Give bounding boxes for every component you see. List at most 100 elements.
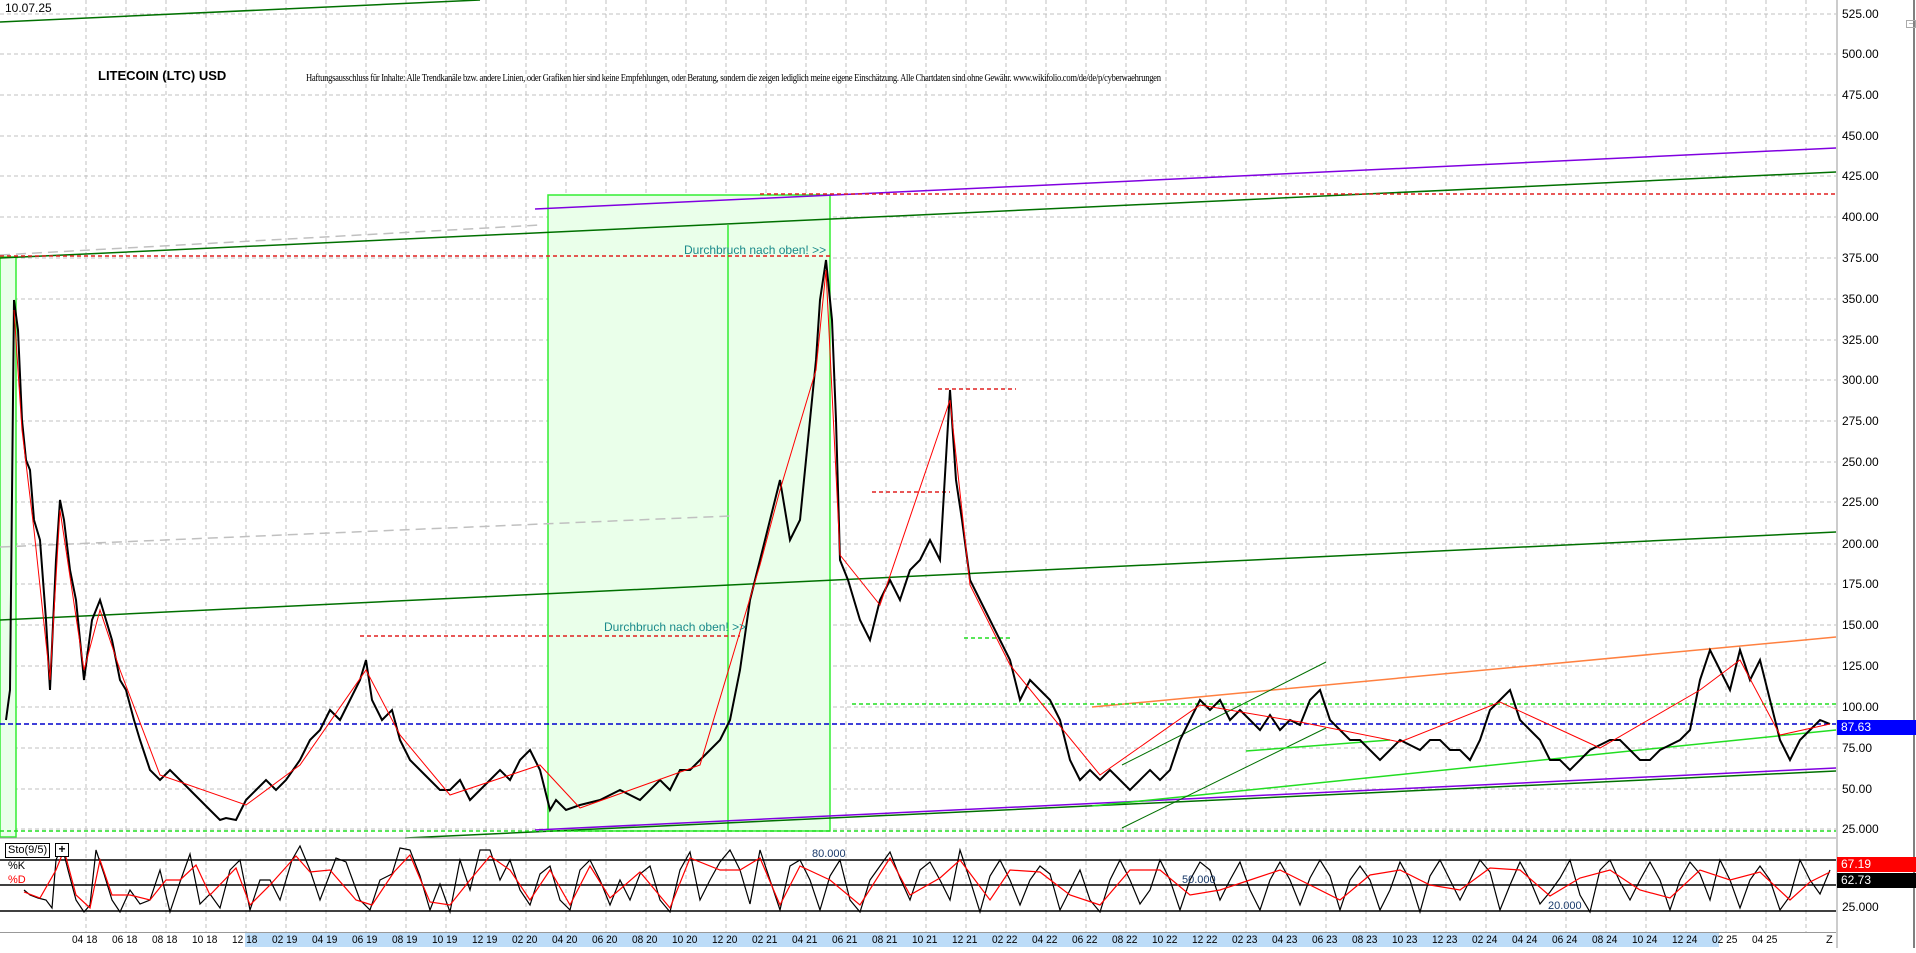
- time-tick: 08 19: [392, 934, 418, 946]
- time-tick: 04 19: [312, 934, 338, 946]
- time-tick: 08 24: [1592, 934, 1618, 946]
- sto-level-50-label: 50.000: [1182, 874, 1216, 886]
- price-tick: 300.00: [1842, 373, 1879, 387]
- trendline-lower-green: [0, 531, 1837, 621]
- time-tick: 10 21: [912, 934, 938, 946]
- time-axis-selection[interactable]: [245, 933, 1719, 947]
- price-tick: 425.00: [1842, 169, 1879, 183]
- price-tick: 175.00: [1842, 577, 1879, 591]
- trendline-lightgreen-support: [1091, 729, 1837, 807]
- time-tick: 08 21: [872, 934, 898, 946]
- time-tick: 10 23: [1392, 934, 1418, 946]
- time-tick: 12 19: [472, 934, 498, 946]
- price-series: [5, 259, 1831, 822]
- channel-upper-2023: [1121, 661, 1327, 766]
- time-tick: 06 23: [1312, 934, 1338, 946]
- disclaimer-text: Haftungsausschluss für Inhalte: Alle Tre…: [306, 73, 1161, 84]
- sto-level-80-label: 80.000: [812, 848, 846, 860]
- time-tick: 04 20: [552, 934, 578, 946]
- stochastic-indicator-label[interactable]: Sto(9/5): [5, 843, 51, 858]
- time-tick: 04 18: [72, 934, 98, 946]
- collapse-pane-icon[interactable]: −: [1906, 20, 1916, 28]
- time-tick: 02 21: [752, 934, 778, 946]
- sto-d-value-badge: 62.73: [1837, 873, 1916, 888]
- time-tick: 08 18: [152, 934, 178, 946]
- time-tick: 02 20: [512, 934, 538, 946]
- time-tick: 08 22: [1112, 934, 1138, 946]
- price-tick: 100.00: [1842, 700, 1879, 714]
- trendline-gray-dashed-mid: [0, 515, 731, 548]
- time-tick: 12 21: [952, 934, 978, 946]
- time-tick: 12 22: [1192, 934, 1218, 946]
- price-tick: 450.00: [1842, 129, 1879, 143]
- price-tick: 500.00: [1842, 47, 1879, 61]
- time-tick: 06 19: [352, 934, 378, 946]
- chart-date: 10.07.25: [5, 1, 52, 15]
- trendline-upper-green: [0, 0, 481, 23]
- time-tick: 04 24: [1512, 934, 1538, 946]
- price-tick: 400.00: [1842, 210, 1879, 224]
- sto-k-value-badge: 67.19: [1837, 857, 1916, 872]
- time-tick: 04 21: [792, 934, 818, 946]
- time-tick: 04 22: [1032, 934, 1058, 946]
- time-tick: 10 24: [1632, 934, 1658, 946]
- time-tick: 04 25: [1752, 934, 1778, 946]
- sto-k-legend: %K: [8, 860, 26, 872]
- price-tick: 475.00: [1842, 88, 1879, 102]
- time-tick: 06 20: [592, 934, 618, 946]
- price-tick: 275.00: [1842, 414, 1879, 428]
- price-tick: 75.00: [1842, 741, 1873, 755]
- time-tick: 02 22: [992, 934, 1018, 946]
- time-tick: 10 22: [1152, 934, 1178, 946]
- add-indicator-button[interactable]: +: [55, 843, 69, 857]
- time-tick: 02 24: [1472, 934, 1498, 946]
- channel-lower-2023: [1121, 727, 1327, 829]
- time-axis[interactable]: [0, 932, 1836, 948]
- trendline-purple-bottom: [534, 767, 1837, 831]
- time-tick: 12 23: [1432, 934, 1458, 946]
- time-tick: 06 22: [1072, 934, 1098, 946]
- time-tick: 10 18: [192, 934, 218, 946]
- price-tick: 50.00: [1842, 782, 1873, 796]
- highlight-zone-2020-2021: [547, 194, 831, 832]
- time-tick: 12 20: [712, 934, 738, 946]
- price-tick: 250.00: [1842, 455, 1879, 469]
- trendline-purple-top: [534, 147, 1837, 210]
- time-tick: 10 20: [672, 934, 698, 946]
- price-tick: 325.00: [1842, 333, 1879, 347]
- time-tick: 02 19: [272, 934, 298, 946]
- time-tick: 08 23: [1352, 934, 1378, 946]
- sto-d-line: [23, 848, 1831, 910]
- time-tick: 02 23: [1232, 934, 1258, 946]
- chart-title: LITECOIN (LTC) USD: [98, 68, 227, 83]
- last-price-badge: 87.63: [1837, 720, 1916, 735]
- sto-axis-tick: 25.000: [1842, 900, 1879, 914]
- time-tick: 10 19: [432, 934, 458, 946]
- time-tick: 06 21: [832, 934, 858, 946]
- time-tick: 02 25: [1712, 934, 1738, 946]
- annotation-breakout-upper: Durchbruch nach oben! >>: [684, 243, 827, 257]
- sto-k-line: [23, 844, 1831, 915]
- horizontal-gridlines: [0, 13, 1836, 830]
- zoom-button[interactable]: Z: [1826, 934, 1833, 946]
- price-tick: 150.00: [1842, 618, 1879, 632]
- price-tick: 350.00: [1842, 292, 1879, 306]
- time-tick: 06 24: [1552, 934, 1578, 946]
- time-tick: 08 20: [632, 934, 658, 946]
- price-tick: 225.00: [1842, 495, 1879, 509]
- trendline-mid-green: [0, 171, 1837, 259]
- trendline-green-bottom: [404, 770, 1837, 839]
- price-tick: 375.00: [1842, 251, 1879, 265]
- trendline-gray-dashed-top: [0, 224, 541, 256]
- annotation-breakout-lower: Durchbruch nach oben! >>: [604, 620, 747, 634]
- price-tick: 125.00: [1842, 659, 1879, 673]
- price-tick: 25.000: [1842, 822, 1879, 836]
- time-tick: 12 18: [232, 934, 258, 946]
- time-tick: 06 18: [112, 934, 138, 946]
- time-tick: 04 23: [1272, 934, 1298, 946]
- time-tick: 12 24: [1672, 934, 1698, 946]
- price-tick: 200.00: [1842, 537, 1879, 551]
- price-tick: 525.00: [1842, 7, 1879, 21]
